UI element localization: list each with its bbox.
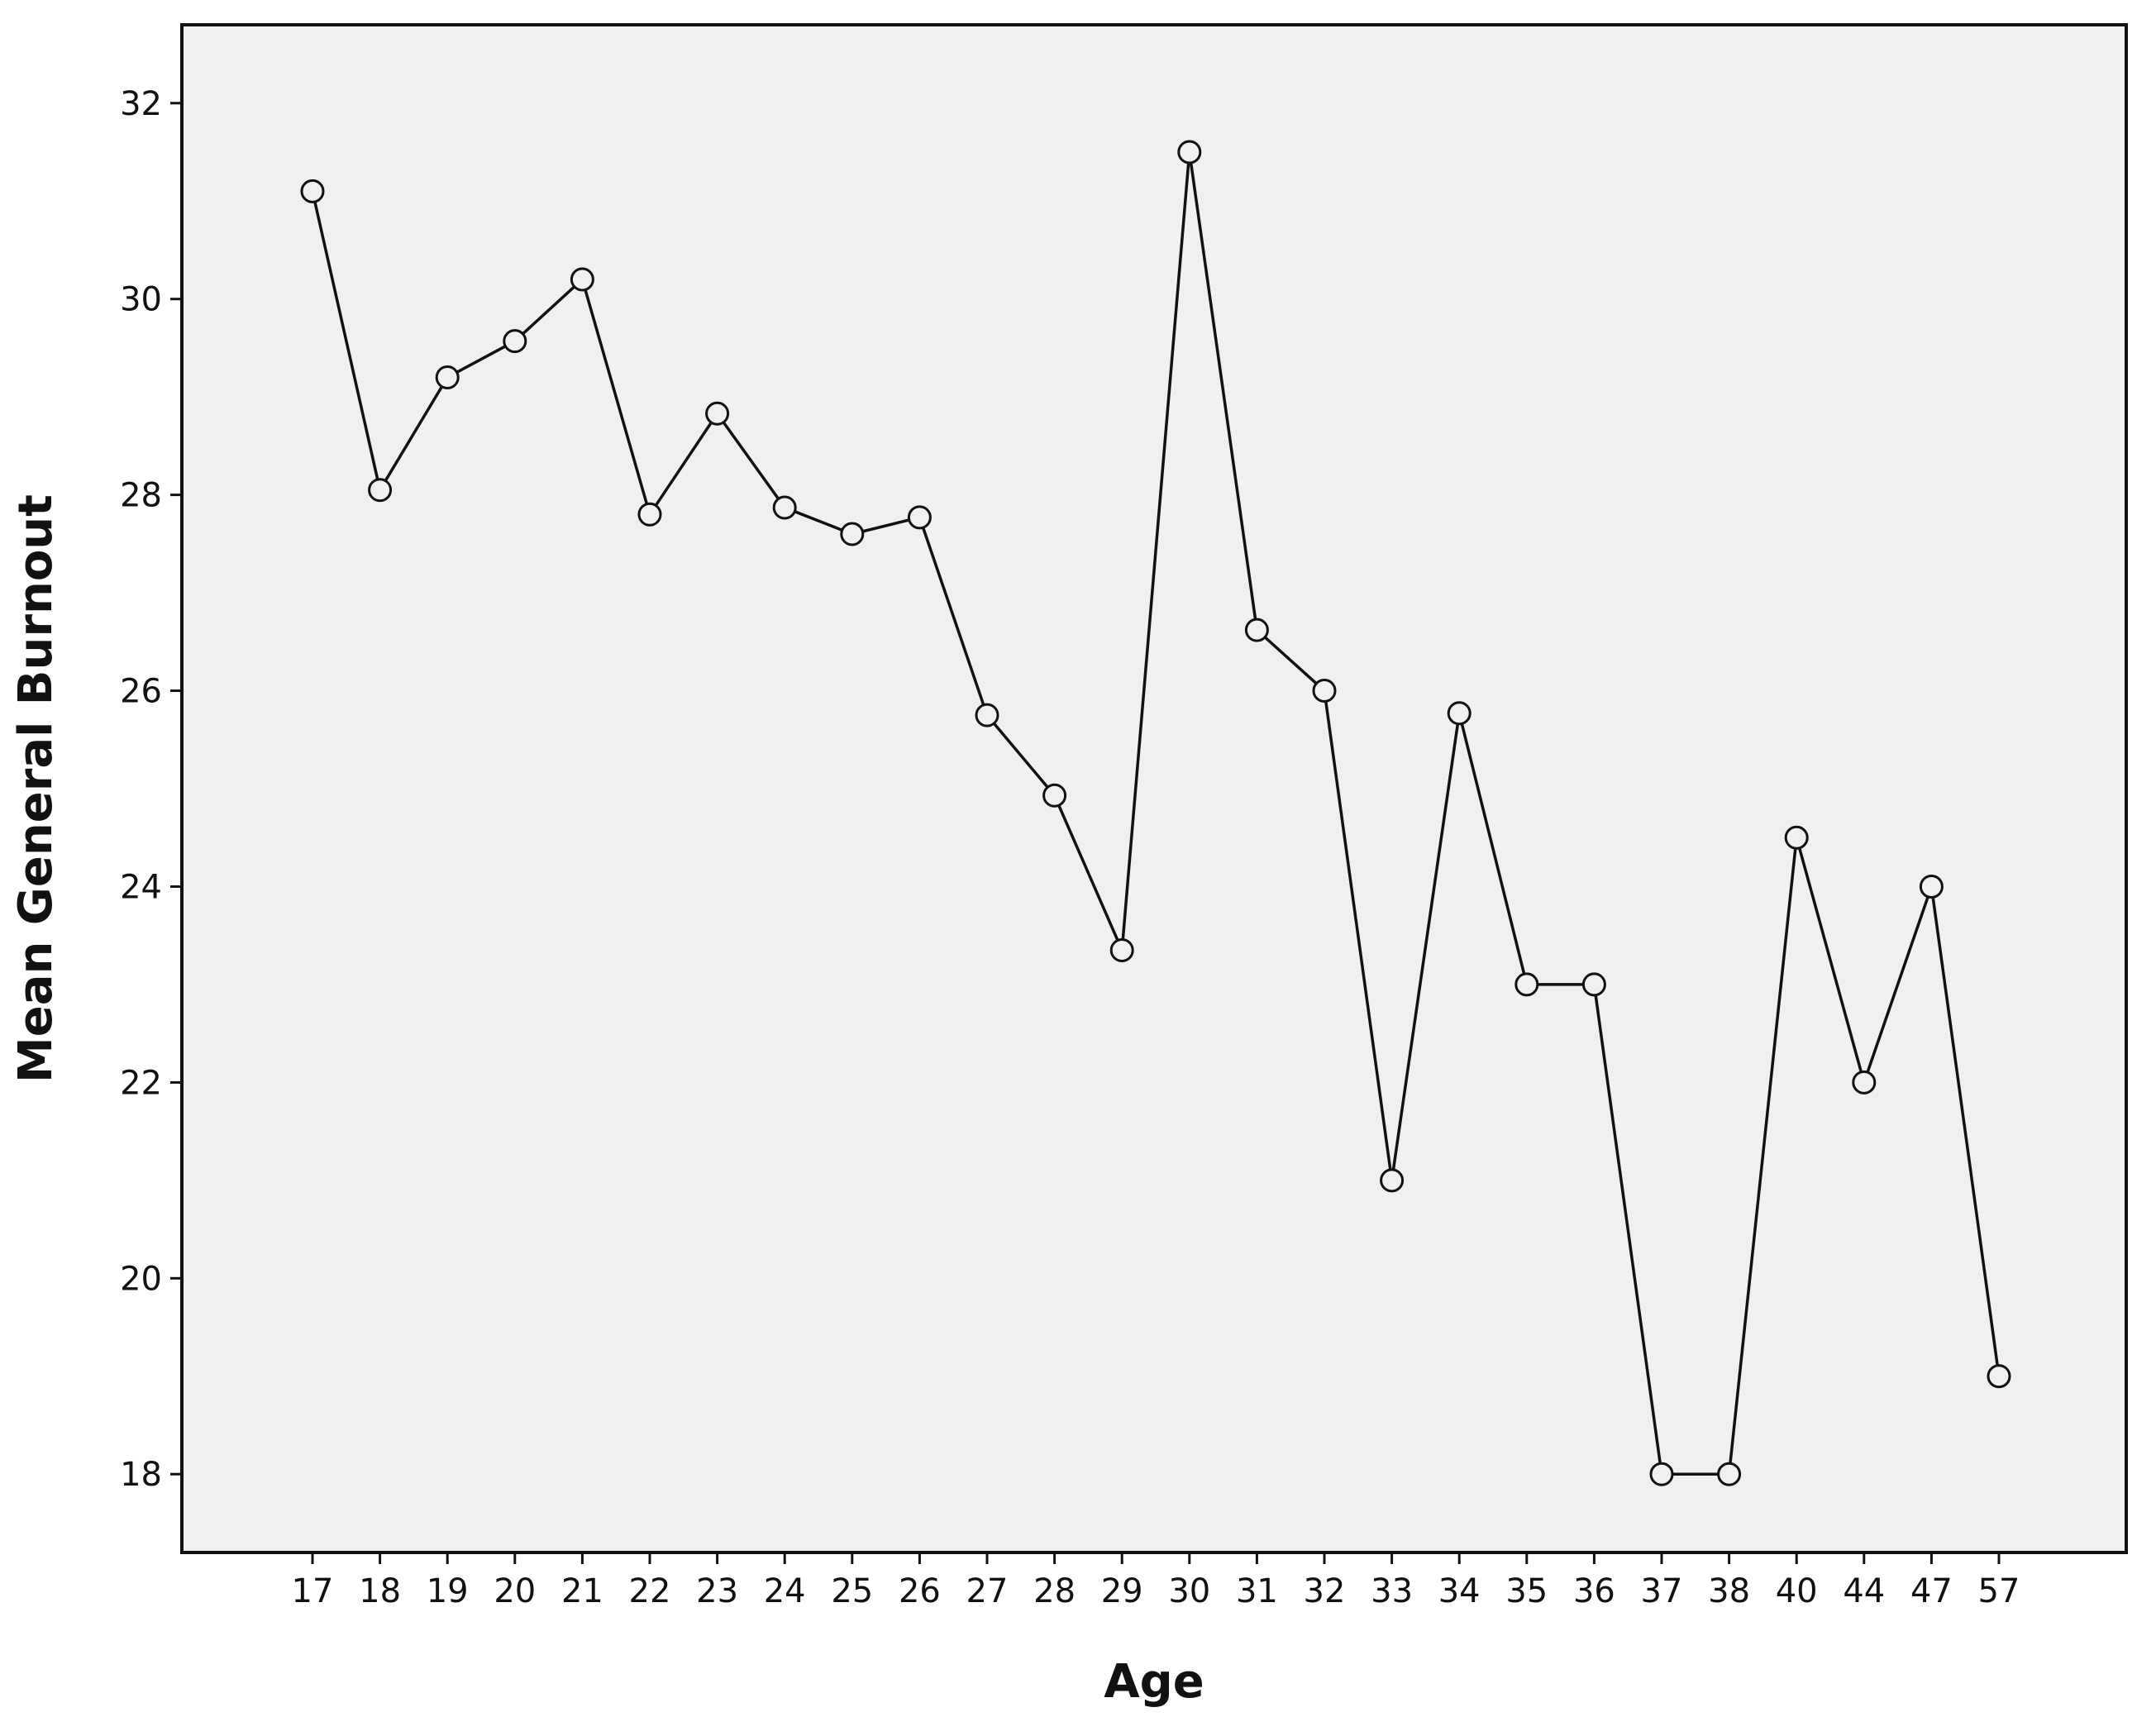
x-tick-label: 22 <box>629 1572 671 1610</box>
data-point <box>300 179 325 203</box>
x-tick-label: 47 <box>1910 1572 1953 1610</box>
x-tick-label: 19 <box>427 1572 469 1610</box>
y-axis-title: Mean General Burnout <box>9 494 63 1083</box>
plot-area <box>180 23 2128 1554</box>
x-tick-label: 28 <box>1033 1572 1076 1610</box>
x-axis-title: Age <box>1104 1655 1204 1709</box>
data-point <box>1244 618 1269 642</box>
data-point <box>637 502 662 527</box>
y-tick-label: 24 <box>120 868 162 906</box>
data-point <box>1042 783 1067 808</box>
data-point <box>1987 1364 2011 1389</box>
x-tick-label: 20 <box>494 1572 536 1610</box>
x-tick-label: 57 <box>1978 1572 2020 1610</box>
data-point <box>1380 1168 1405 1193</box>
x-tick-label: 24 <box>764 1572 806 1610</box>
x-tick-label: 27 <box>966 1572 1009 1610</box>
x-tick-label: 25 <box>831 1572 873 1610</box>
x-tick-label: 23 <box>696 1572 738 1610</box>
y-tick-label: 30 <box>120 281 162 319</box>
data-point <box>435 365 460 389</box>
x-tick-label: 29 <box>1101 1572 1143 1610</box>
data-point <box>1514 972 1539 997</box>
data-point <box>772 495 797 520</box>
x-tick-label: 30 <box>1168 1572 1210 1610</box>
data-point <box>1784 825 1809 850</box>
x-tick-label: 18 <box>359 1572 401 1610</box>
x-tick-label: 40 <box>1776 1572 1818 1610</box>
x-tick-label: 34 <box>1438 1572 1481 1610</box>
x-tick-label: 33 <box>1371 1572 1413 1610</box>
data-point <box>907 505 932 530</box>
data-point <box>368 478 393 503</box>
data-point <box>1109 937 1134 962</box>
y-tick-label: 26 <box>120 673 162 711</box>
data-point <box>1852 1070 1877 1095</box>
x-axis: 17 18 19 20 21 22 23 24 25 26 27 28 29 30 31 32 33 34 35 36… <box>292 1552 2020 1610</box>
data-point <box>1649 1462 1674 1486</box>
x-tick-label: 31 <box>1236 1572 1278 1610</box>
data-point <box>1177 140 1202 165</box>
y-tick-label: 22 <box>120 1064 162 1102</box>
y-tick-label: 32 <box>120 85 162 123</box>
data-point <box>1717 1462 1742 1486</box>
x-tick-label: 37 <box>1641 1572 1683 1610</box>
data-point <box>975 703 999 727</box>
y-tick-label: 18 <box>120 1456 162 1494</box>
data-point <box>1312 679 1337 703</box>
x-tick-label: 21 <box>561 1572 603 1610</box>
data-point <box>1581 972 1606 997</box>
y-axis: 18 20 22 24 26 28 30 32 <box>120 85 182 1494</box>
y-tick-label: 28 <box>120 477 162 515</box>
data-point <box>1919 874 1944 899</box>
x-tick-label: 38 <box>1708 1572 1750 1610</box>
data-point <box>705 401 730 426</box>
data-point <box>503 329 527 354</box>
x-tick-label: 36 <box>1573 1572 1615 1610</box>
y-tick-label: 20 <box>120 1260 162 1298</box>
x-tick-label: 26 <box>899 1572 941 1610</box>
x-tick-label: 17 <box>292 1572 334 1610</box>
series-layer <box>300 140 2011 1486</box>
data-point <box>570 267 594 292</box>
data-point <box>840 522 865 546</box>
x-tick-label: 35 <box>1505 1572 1548 1610</box>
x-tick-label: 32 <box>1304 1572 1346 1610</box>
data-point <box>1447 701 1472 726</box>
x-tick-label: 44 <box>1843 1572 1885 1610</box>
